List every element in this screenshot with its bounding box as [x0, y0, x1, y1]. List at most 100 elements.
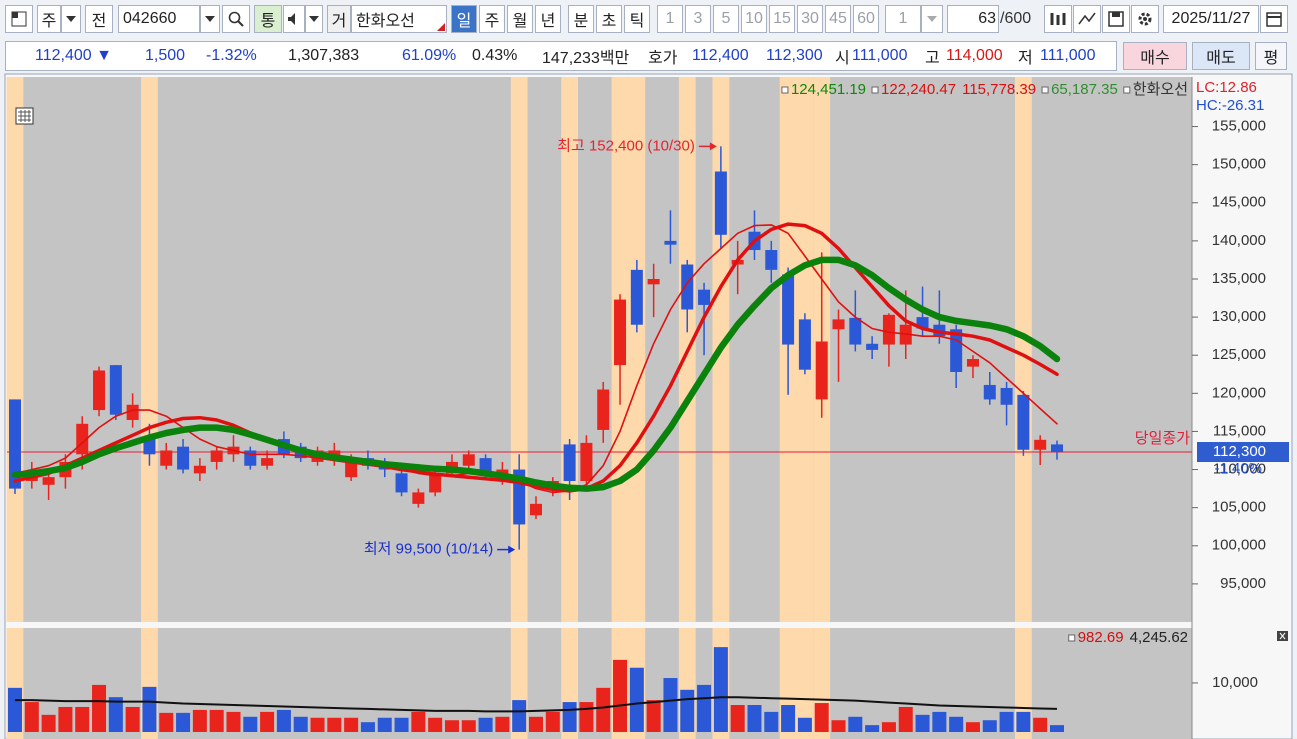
- multiplier[interactable]: 1: [885, 5, 921, 33]
- candle-body: [664, 240, 677, 245]
- eval-button[interactable]: 평: [1255, 42, 1287, 70]
- candle-body: [93, 370, 106, 411]
- y-tick-label: 115,000: [1213, 422, 1266, 439]
- candle-body: [563, 444, 576, 481]
- volume-bar: [881, 722, 896, 732]
- price-panel: [7, 77, 1192, 622]
- interval-button[interactable]: 45: [825, 5, 851, 33]
- volume-bar: [377, 717, 392, 732]
- lc-label: LC:12.86: [1196, 79, 1257, 96]
- prev-button[interactable]: 전: [85, 5, 113, 33]
- volume-bar: [663, 678, 678, 732]
- sell-button[interactable]: 매도: [1192, 42, 1250, 70]
- period-button[interactable]: 월: [507, 5, 533, 33]
- y-tick-label: 130,000: [1212, 308, 1266, 325]
- tool-button[interactable]: [1044, 5, 1072, 33]
- volume-bar: [781, 705, 796, 732]
- max-count: /600: [1000, 10, 1032, 27]
- legend-marker: [1041, 86, 1049, 94]
- candle-body: [916, 317, 929, 329]
- volume-bar: [75, 706, 90, 732]
- date-input[interactable]: 2025/11/27: [1163, 5, 1259, 33]
- volume-bar: [293, 716, 308, 732]
- settings-button[interactable]: [1131, 5, 1159, 33]
- icon: [1078, 12, 1096, 25]
- interval-button[interactable]: 30: [797, 5, 823, 33]
- interval-button[interactable]: 5: [713, 5, 739, 33]
- price: 112,400 ▼: [35, 47, 112, 64]
- highlight-band: [141, 77, 158, 622]
- volume-bar: [730, 705, 745, 732]
- volume-bar: [108, 697, 123, 732]
- chart-type[interactable]: 주: [37, 5, 61, 33]
- layout-button[interactable]: [5, 5, 33, 33]
- save-button[interactable]: [1102, 5, 1130, 33]
- candle-body: [261, 458, 274, 466]
- volume-bar: [192, 709, 207, 732]
- mode-button[interactable]: 통: [254, 5, 282, 33]
- exchange[interactable]: 거: [327, 5, 351, 33]
- period-button[interactable]: 분: [568, 5, 594, 33]
- interval-button[interactable]: 1: [657, 5, 683, 33]
- period-button[interactable]: 년: [535, 5, 561, 33]
- search-button[interactable]: [222, 5, 250, 33]
- volume-bar: [999, 711, 1014, 732]
- volume-bar: [495, 716, 510, 732]
- volume-bar: [428, 717, 443, 732]
- y-tick-label: 135,000: [1212, 270, 1266, 287]
- highlight-band: [1014, 628, 1032, 739]
- open-label: 시: [835, 50, 850, 67]
- interval-button[interactable]: 3: [685, 5, 711, 33]
- hc-label: HC:-26.31: [1196, 97, 1264, 114]
- volume-bar: [360, 722, 375, 732]
- stock-name[interactable]: 한화오선: [351, 5, 447, 33]
- icon: [1266, 12, 1282, 27]
- volume-bar: [344, 717, 359, 732]
- dropdown[interactable]: [921, 5, 943, 33]
- volume-bar: [159, 712, 174, 732]
- change-label: -1.40%: [1214, 460, 1262, 477]
- volume-bar: [965, 722, 980, 732]
- y-tick-label: 110,000: [1213, 461, 1266, 478]
- period-button[interactable]: 주: [479, 5, 505, 33]
- volume-bar: [646, 700, 661, 732]
- candle-body: [76, 423, 89, 455]
- candle-body: [109, 365, 122, 415]
- y-tick-label: 95,000: [1220, 575, 1266, 592]
- dropdown[interactable]: [305, 5, 323, 33]
- interval-button[interactable]: 60: [853, 5, 879, 33]
- code-input[interactable]: 042660: [118, 5, 200, 33]
- candle-body: [782, 274, 795, 345]
- change-pct: -1.32%: [206, 47, 257, 64]
- legend-marker: [1068, 634, 1076, 642]
- count-input[interactable]: 63: [947, 5, 999, 33]
- volume-bar: [1050, 725, 1064, 732]
- candle-body: [832, 319, 845, 330]
- amount: 147,233백만: [542, 50, 630, 67]
- calendar-button[interactable]: [1260, 5, 1288, 33]
- period-button[interactable]: 초: [596, 5, 622, 33]
- volume-bar: [932, 711, 947, 732]
- volume-bar: [545, 711, 560, 732]
- candle-body: [614, 299, 627, 366]
- dropdown[interactable]: [200, 5, 220, 33]
- y-tick-label: 105,000: [1212, 499, 1266, 516]
- interval-button[interactable]: 15: [769, 5, 795, 33]
- candle-body: [681, 264, 694, 310]
- dropdown[interactable]: [61, 5, 81, 33]
- volume-bar: [209, 709, 224, 732]
- period-button[interactable]: 틱: [624, 5, 650, 33]
- volume-bar: [125, 706, 140, 732]
- sound-button[interactable]: [283, 5, 305, 33]
- period-button[interactable]: 일: [451, 5, 477, 33]
- volume: 1,307,383: [288, 47, 360, 64]
- legend-label: 122,240.47: [881, 81, 956, 98]
- volume-bar: [898, 706, 913, 732]
- volume-bar: [764, 711, 779, 732]
- buy-button[interactable]: 매수: [1123, 42, 1187, 70]
- tool-button[interactable]: [1073, 5, 1101, 33]
- volume-bar: [41, 714, 56, 732]
- interval-button[interactable]: 10: [741, 5, 767, 33]
- highlight-band: [796, 628, 814, 739]
- grid-icon-lines: [18, 110, 31, 122]
